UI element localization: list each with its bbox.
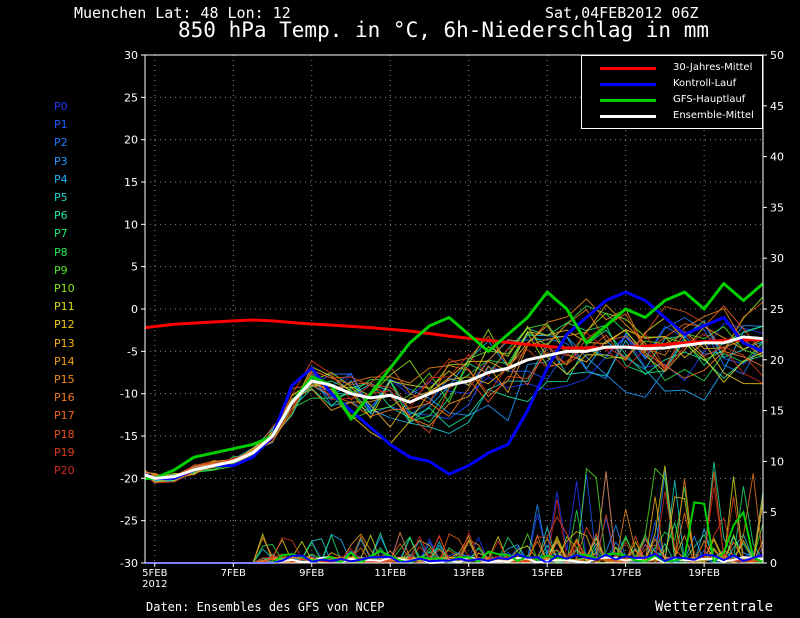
y-tick-label-right: 10 bbox=[770, 455, 784, 468]
series-line-gfs-hauptlauf bbox=[145, 282, 764, 480]
ensemble-member-lines bbox=[144, 296, 764, 485]
y-tick-label-left: -25 bbox=[120, 515, 138, 528]
legend-label: GFS-Hauptlauf bbox=[673, 94, 746, 105]
brand-label: Wetterzentrale bbox=[655, 599, 774, 615]
ensemble-member-label: P3 bbox=[54, 154, 68, 168]
ensemble-member-label: P8 bbox=[54, 245, 68, 259]
ensemble-member-label: P9 bbox=[54, 263, 68, 277]
x-tick-label: 17FEB bbox=[610, 568, 642, 579]
legend-item-gfs-hauptlauf: GFS-Hauptlauf bbox=[600, 94, 760, 108]
series-line-ensemble-mittel bbox=[144, 335, 764, 480]
y-tick-label-left: -30 bbox=[120, 557, 138, 570]
ensemble-precip-line bbox=[145, 465, 764, 564]
y-tick-label-left: 30 bbox=[124, 49, 138, 62]
ensemble-member-label: P15 bbox=[54, 373, 75, 386]
x-tick-label: 2012 bbox=[142, 579, 167, 590]
y-tick-label-left: -15 bbox=[120, 430, 138, 443]
y-tick-label-right: 45 bbox=[770, 100, 784, 113]
y-tick-label-right: 40 bbox=[770, 151, 784, 164]
y-tick-label-right: 5 bbox=[770, 506, 777, 519]
y-tick-label-right: 35 bbox=[770, 201, 784, 214]
ensemble-member-line bbox=[144, 308, 764, 481]
y-tick-label-right: 25 bbox=[770, 303, 784, 316]
y-tick-label-right: 15 bbox=[770, 405, 784, 418]
y-tick-label-left: 10 bbox=[124, 218, 138, 231]
legend-label: 30-Jahres-Mittel bbox=[673, 62, 753, 73]
legend-swatch bbox=[600, 83, 656, 86]
x-tick-label: 9FEB bbox=[299, 568, 324, 579]
x-tick-label: 11FEB bbox=[374, 568, 406, 579]
ensemble-member-label: P1 bbox=[54, 118, 68, 132]
legend-label: Kontroll-Lauf bbox=[673, 78, 737, 89]
x-tick-label: 15FEB bbox=[531, 568, 563, 579]
location-label: Muenchen Lat: 48 Lon: 12 bbox=[74, 4, 291, 22]
y-tick-label-left: 20 bbox=[124, 134, 138, 147]
ensemble-member-label: P11 bbox=[54, 300, 75, 314]
x-tick-label: 13FEB bbox=[453, 568, 485, 579]
y-tick-label-right: 20 bbox=[770, 354, 784, 367]
ensemble-member-label: P20 bbox=[54, 464, 75, 477]
y-tick-label-right: 0 bbox=[770, 557, 777, 570]
run-datetime: Sat,04FEB2012 06Z bbox=[545, 4, 699, 22]
legend-label: Ensemble-Mittel bbox=[673, 110, 754, 121]
chart-title: 850 hPa Temp. in °C, 6h-Niederschlag in … bbox=[178, 18, 710, 42]
series-line-30-jahres-mittel bbox=[144, 318, 764, 350]
ensemble-member-label: P14 bbox=[54, 354, 75, 368]
ensemble-member-label: P5 bbox=[54, 191, 68, 204]
legend-item-kontroll-lauf: Kontroll-Lauf bbox=[600, 78, 760, 92]
legend-swatch bbox=[600, 99, 656, 102]
y-tick-label-left: 5 bbox=[131, 261, 138, 274]
highlight-series bbox=[144, 282, 764, 480]
y-tick-label-right: 50 bbox=[770, 49, 784, 62]
legend-swatch bbox=[600, 115, 656, 118]
ensemble-member-label: P0 bbox=[54, 100, 68, 113]
legend-item-30-jahres-mittel: 30-Jahres-Mittel bbox=[600, 62, 760, 76]
y-tick-label-left: -5 bbox=[127, 345, 138, 358]
x-tick-label: 19FEB bbox=[688, 568, 720, 579]
ensemble-member-line bbox=[144, 301, 764, 481]
x-tick-label: 5FEB bbox=[142, 568, 167, 579]
y-tick-label-left: 25 bbox=[124, 91, 138, 104]
y-tick-label-left: -20 bbox=[120, 472, 138, 485]
y-axis-left: 30 25 20 15 10 5 0 -5 -10 -15 -20 -25 -30 bbox=[120, 49, 145, 570]
y-tick-label-right: 30 bbox=[770, 252, 784, 265]
y-tick-label-left: -10 bbox=[120, 388, 138, 401]
ensemble-member-label: P2 bbox=[54, 136, 68, 150]
y-tick-label-left: 15 bbox=[124, 176, 138, 189]
ensemble-member-label: P16 bbox=[54, 391, 75, 405]
legend-swatch bbox=[600, 67, 656, 70]
precipitation-lines bbox=[145, 461, 764, 565]
chart-grid bbox=[145, 54, 763, 564]
ensemble-member-label: P17 bbox=[54, 409, 75, 423]
legend-item-ensemble-mittel: Ensemble-Mittel bbox=[600, 110, 760, 124]
ensemble-member-label: P7 bbox=[54, 227, 68, 241]
ensemble-member-label: P13 bbox=[54, 336, 75, 350]
data-source-note: Daten: Ensembles des GFS von NCEP bbox=[146, 600, 385, 614]
ensemble-member-label: P12 bbox=[54, 318, 75, 332]
ensemble-member-label: P18 bbox=[54, 427, 75, 441]
ensemble-member-label: P10 bbox=[54, 282, 75, 295]
y-tick-label-left: 0 bbox=[131, 303, 138, 316]
x-tick-label: 7FEB bbox=[221, 568, 246, 579]
chart-legend: 30-Jahres-Mittel Kontroll-Lauf GFS-Haupt… bbox=[581, 55, 763, 129]
ensemble-member-label: P4 bbox=[54, 172, 68, 186]
ensemble-member-label: P19 bbox=[54, 445, 75, 459]
ensemble-member-label: P6 bbox=[54, 209, 68, 223]
series-line-kontroll-lauf bbox=[144, 290, 764, 480]
